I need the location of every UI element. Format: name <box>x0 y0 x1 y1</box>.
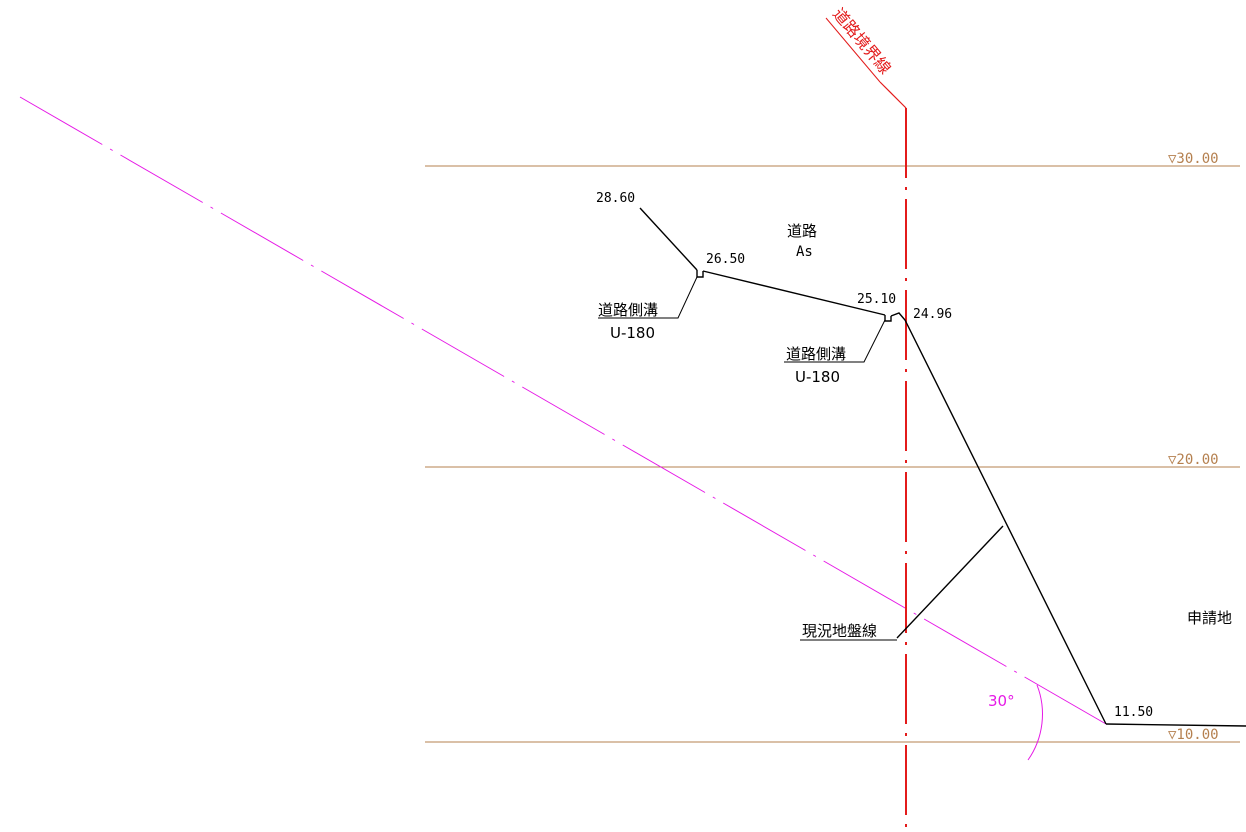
angle-arc <box>1027 684 1043 761</box>
ditch-right-leader <box>784 319 886 363</box>
road-surface <box>702 270 886 316</box>
application-site-label: 申請地 <box>1187 609 1232 627</box>
road-boundary-label-underline <box>825 17 881 83</box>
angle-label: 30° <box>988 692 1015 710</box>
ditch-right-label: 道路側溝 <box>786 345 846 363</box>
ditch-right-shape <box>884 315 892 322</box>
embankment-slope <box>890 312 1107 725</box>
ditch-right-spec: U-180 <box>795 368 840 386</box>
ditch-left-leader <box>598 276 698 319</box>
road-profile <box>639 207 1246 727</box>
ditch-left-shape <box>696 270 704 278</box>
ground-line-label: 現況地盤線 <box>802 622 877 640</box>
road-surface-label: As <box>796 244 813 260</box>
ditch-leaders <box>598 276 897 641</box>
road-boundary <box>825 17 907 832</box>
elevation-ditch-right: 25.10 <box>857 292 896 307</box>
upper-slope <box>639 207 698 271</box>
existing-ground-line <box>19 96 1107 725</box>
elevation-crest: 28.60 <box>596 191 635 206</box>
ditch-left-spec: U-180 <box>610 324 655 342</box>
elevation-road-edge: 24.96 <box>913 307 952 322</box>
elevation-ditch-left: 26.50 <box>706 252 745 267</box>
elevation-toe: 11.50 <box>1114 705 1153 720</box>
road-boundary-label: 道路境界線 <box>829 4 895 78</box>
road-label: 道路 <box>787 222 817 240</box>
level-label-20: ▽20.00 <box>1168 452 1219 468</box>
road-boundary-leader <box>879 81 907 109</box>
elevation-lines <box>425 165 1240 743</box>
ground-line-leader <box>896 525 1004 639</box>
ditch-left-label: 道路側溝 <box>598 301 658 319</box>
toe-ground <box>1105 723 1246 727</box>
level-label-10: ▽10.00 <box>1168 727 1219 743</box>
level-label-30: ▽30.00 <box>1168 151 1219 167</box>
